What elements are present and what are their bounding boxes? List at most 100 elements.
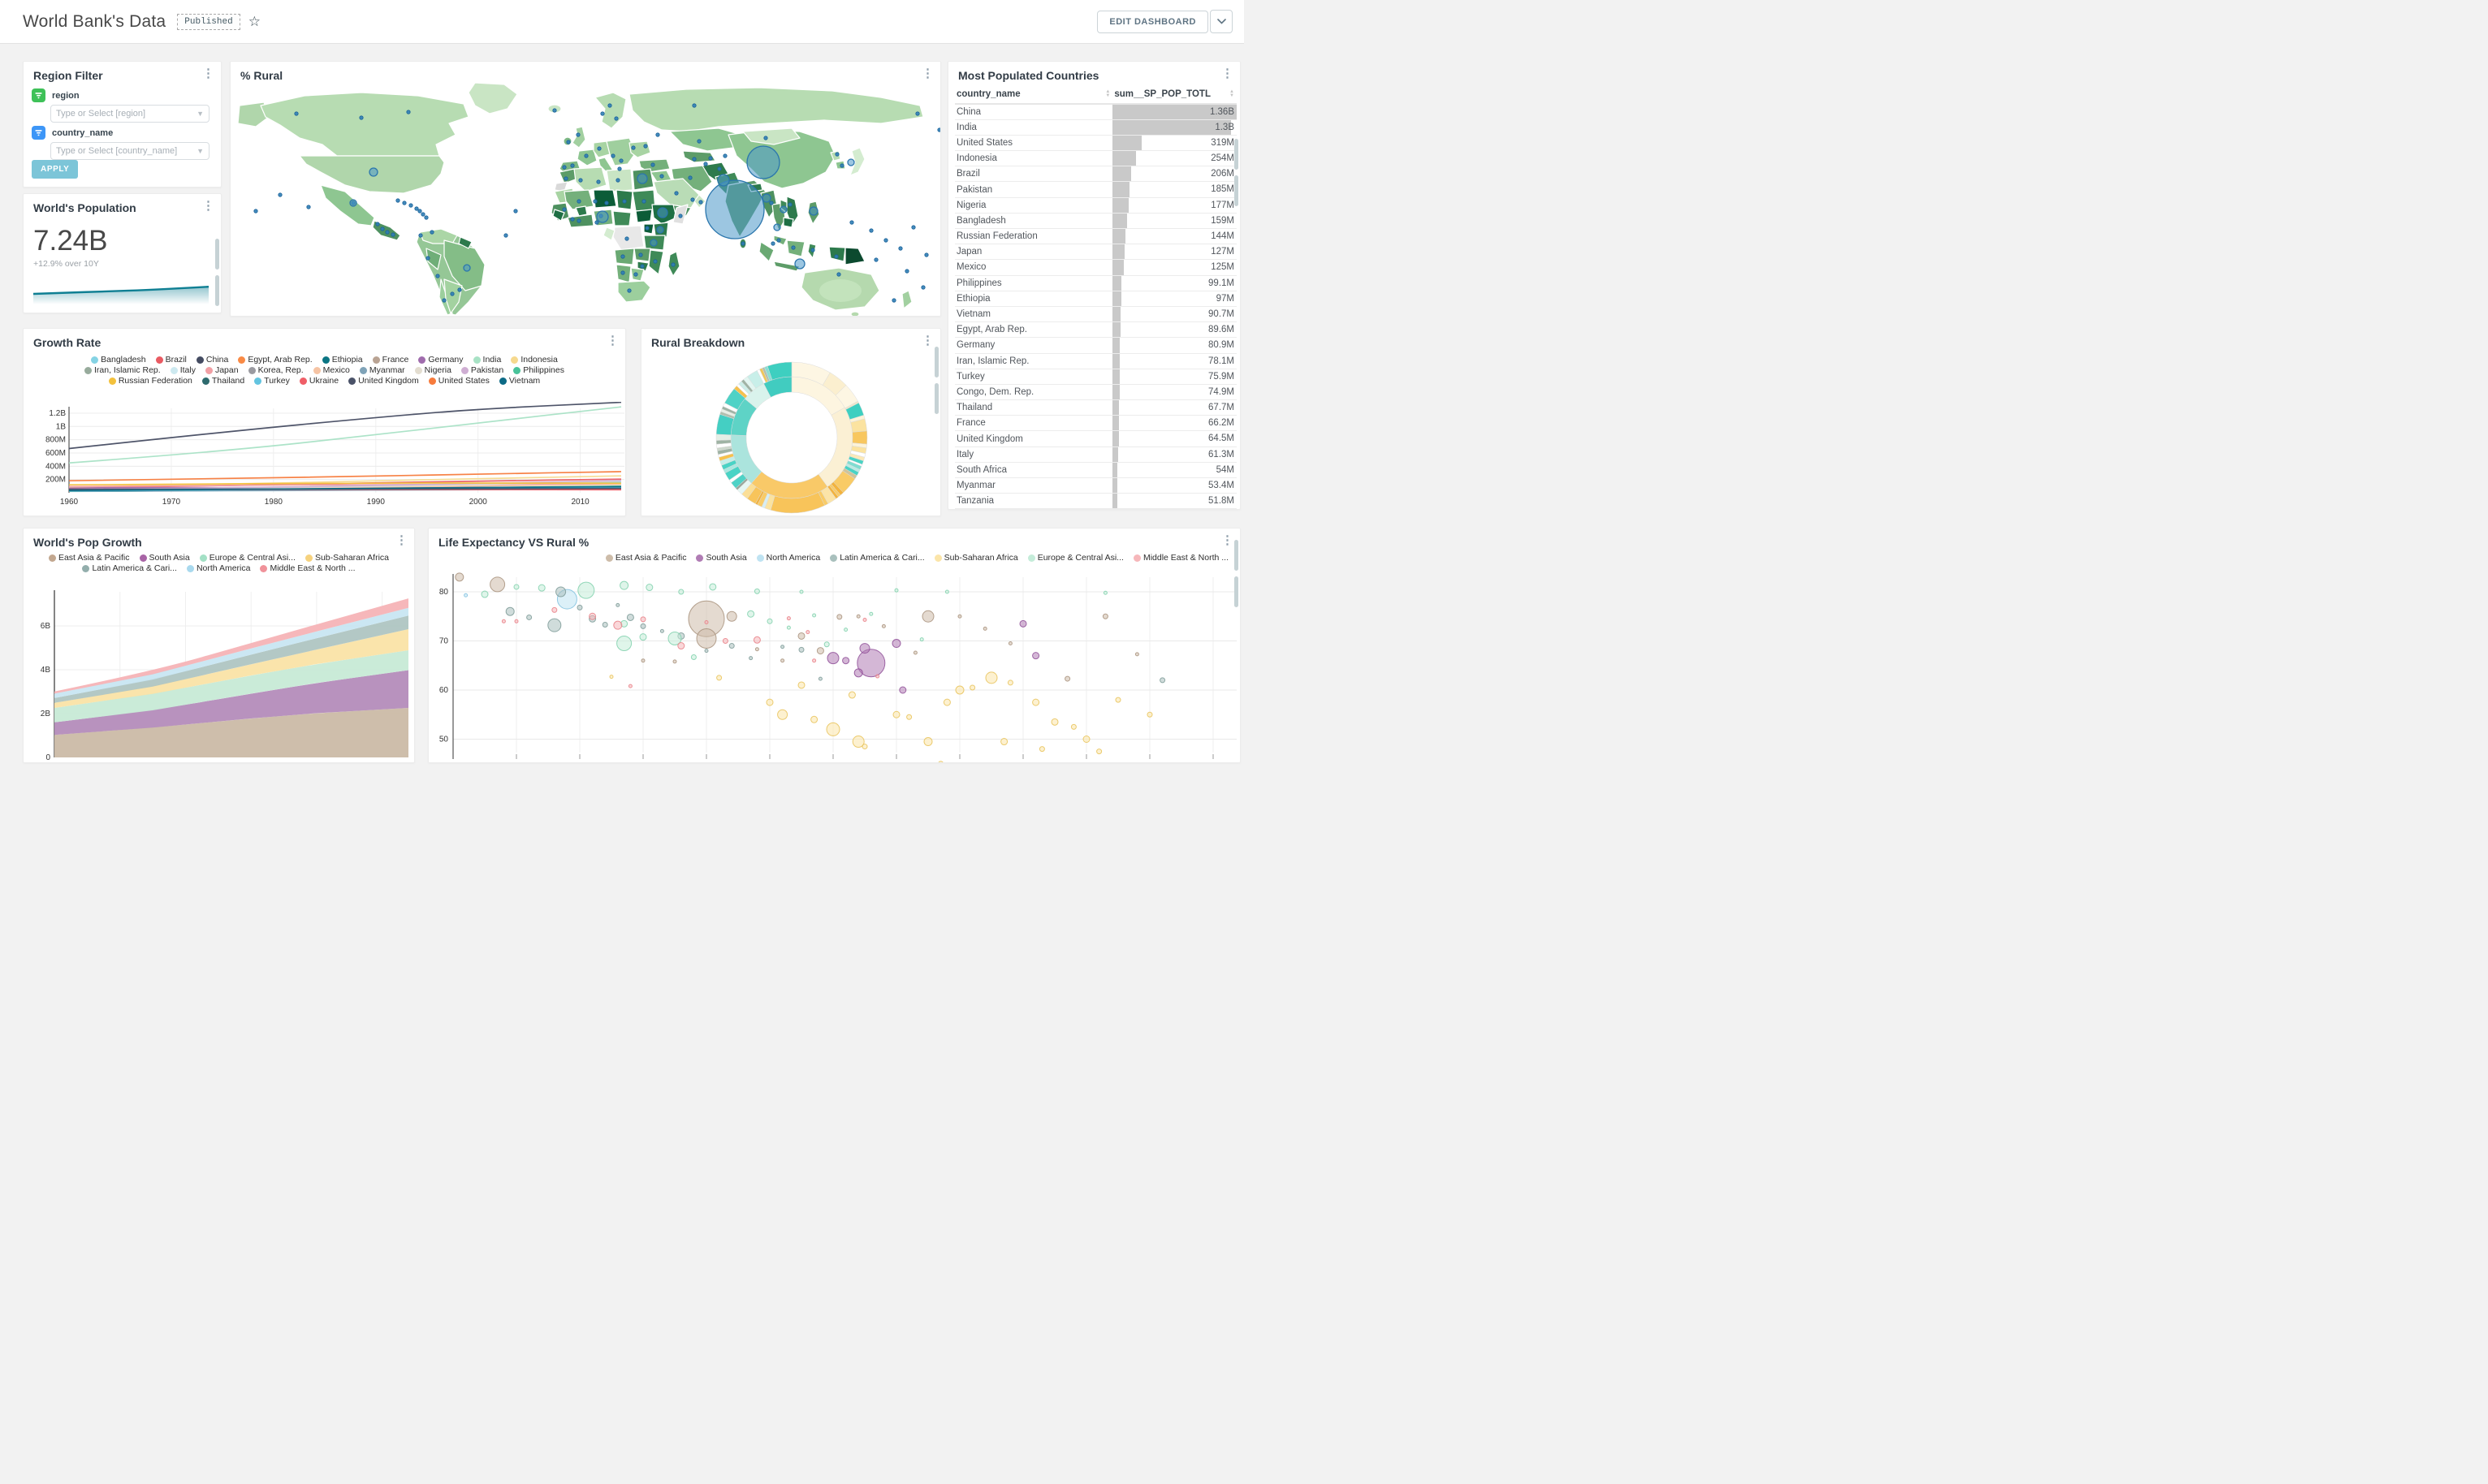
legend-dot-icon [108, 377, 116, 385]
legend-dot-icon [260, 564, 268, 572]
legend-item[interactable]: Germany [418, 355, 464, 365]
resize-handle[interactable] [935, 347, 939, 414]
legend-dot-icon [248, 366, 256, 374]
cell-population: 319M [1112, 135, 1237, 152]
cell-country: Italy [955, 446, 1113, 463]
dashboard-header: World Bank's Data Published ☆ EDIT DASHB… [0, 0, 1244, 44]
kebab-menu-icon[interactable]: ⋮ [607, 334, 619, 347]
legend-dot-icon [511, 356, 519, 364]
legend-label: Latin America & Cari... [92, 563, 177, 573]
world-choropleth-map[interactable] [231, 81, 940, 317]
legend-item[interactable]: Latin America & Cari... [82, 563, 177, 573]
kebab-menu-icon[interactable]: ⋮ [1221, 533, 1233, 547]
kebab-menu-icon[interactable]: ⋮ [202, 67, 214, 80]
legend-item[interactable]: Thailand [201, 376, 244, 386]
legend-item[interactable]: Middle East & North ... [1133, 553, 1229, 563]
legend-item[interactable]: Turkey [254, 376, 290, 386]
life-expectancy-panel: Life Expectancy VS Rural % ⋮ East Asia &… [428, 528, 1241, 763]
cell-population: 54M [1112, 462, 1237, 479]
cell-country: Ethiopia [955, 291, 1113, 307]
cell-country: Pakistan [955, 181, 1113, 198]
apply-filter-button[interactable]: APPLY [32, 160, 79, 179]
resize-handle[interactable] [1234, 540, 1238, 607]
resize-handle[interactable] [215, 239, 219, 306]
legend-item[interactable]: Brazil [155, 355, 187, 365]
legend-item[interactable]: North America [756, 553, 820, 563]
kebab-menu-icon[interactable]: ⋮ [1221, 67, 1233, 80]
legend-item[interactable]: Mexico [313, 365, 350, 375]
svg-text:1.2B: 1.2B [49, 409, 66, 418]
legend-dot-icon [82, 564, 90, 572]
country-select-input[interactable]: Type or Select [country_name] ▼ [50, 142, 209, 160]
legend-item[interactable]: Egypt, Arab Rep. [238, 355, 313, 365]
favorite-star-icon[interactable]: ☆ [248, 13, 261, 29]
legend-item[interactable]: Europe & Central Asi... [1027, 553, 1124, 563]
life-expectancy-scatter-chart: 80 70 60 50 [439, 572, 1237, 762]
legend-item[interactable]: Pakistan [460, 365, 503, 375]
legend-item[interactable]: Myanmar [359, 365, 405, 375]
legend-item[interactable]: Indonesia [511, 355, 558, 365]
svg-text:1970: 1970 [111, 761, 130, 763]
legend-item[interactable]: Nigeria [414, 365, 451, 375]
legend-item[interactable]: Sub-Saharan Africa [934, 553, 1018, 563]
legend-item[interactable]: Sub-Saharan Africa [305, 553, 389, 563]
legend-label: Japan [214, 365, 239, 375]
cell-country: Thailand [955, 399, 1113, 416]
legend-item[interactable]: Vietnam [499, 376, 540, 386]
table-row: United Kingdom 64.5M [955, 430, 1237, 447]
legend-item[interactable]: China [196, 355, 229, 365]
legend-item[interactable]: India [473, 355, 502, 365]
cell-country: United States [955, 135, 1113, 152]
legend-item[interactable]: East Asia & Pacific [48, 553, 130, 563]
resize-handle[interactable] [1234, 139, 1238, 206]
table-row: Bangladesh 159M [955, 213, 1237, 230]
legend-item[interactable]: France [372, 355, 408, 365]
kebab-menu-icon[interactable]: ⋮ [202, 199, 214, 213]
map-population-bubbles [349, 145, 855, 272]
legend-item[interactable]: South Asia [139, 553, 190, 563]
legend-item[interactable]: Ukraine [299, 376, 339, 386]
legend-item[interactable]: East Asia & Pacific [605, 553, 686, 563]
legend-item[interactable]: Philippines [513, 365, 564, 375]
legend-dot-icon [460, 366, 469, 374]
column-header-country[interactable]: country_name ▲ ▼ [955, 86, 1113, 105]
kebab-menu-icon[interactable]: ⋮ [395, 533, 408, 547]
dashboard-actions-menu-button[interactable] [1210, 10, 1233, 33]
published-badge[interactable]: Published [177, 13, 240, 30]
legend-item[interactable]: Latin America & Cari... [830, 553, 925, 563]
kebab-menu-icon[interactable]: ⋮ [922, 67, 934, 80]
region-select-input[interactable]: Type or Select [region] ▼ [50, 105, 209, 123]
legend-item[interactable]: Europe & Central Asi... [199, 553, 296, 563]
legend-dot-icon [201, 377, 209, 385]
legend-item[interactable]: South Asia [696, 553, 747, 563]
cell-population: 125M [1112, 259, 1237, 276]
svg-text:70: 70 [439, 637, 449, 646]
legend-item[interactable]: Korea, Rep. [248, 365, 304, 375]
legend-item[interactable]: North America [186, 563, 250, 573]
legend-item[interactable]: Japan [205, 365, 239, 375]
legend-dot-icon [91, 356, 99, 364]
legend-item[interactable]: United Kingdom [348, 376, 419, 386]
svg-text:1960: 1960 [45, 761, 64, 763]
cell-population: 90.7M [1112, 306, 1237, 323]
legend-item[interactable]: Italy [170, 365, 196, 375]
legend-label: Italy [179, 365, 196, 375]
legend-label: China [205, 355, 229, 365]
cell-population: 53.4M [1112, 477, 1237, 494]
edit-dashboard-button[interactable]: EDIT DASHBOARD [1097, 10, 1208, 33]
legend-item[interactable]: Russian Federation [108, 376, 192, 386]
legend-item[interactable]: United States [428, 376, 490, 386]
kebab-menu-icon[interactable]: ⋮ [922, 334, 934, 347]
cell-country: Russian Federation [955, 228, 1113, 245]
cell-population: 254M [1112, 150, 1237, 167]
legend-item[interactable]: Bangladesh [91, 355, 146, 365]
legend-item[interactable]: Ethiopia [322, 355, 363, 365]
cell-population: 61.3M [1112, 446, 1237, 463]
cell-country: Turkey [955, 369, 1113, 385]
legend-label: India [482, 355, 502, 365]
legend-item[interactable]: Middle East & North ... [260, 563, 356, 573]
panel-title: Growth Rate [33, 336, 102, 349]
growth-line-chart: 1960 1970 1980 1990 2000 2010 1.2B 1B 800M 600M 40… [45, 402, 624, 507]
column-header-population[interactable]: sum__SP_POP_TOTL ▲ ▼ [1112, 86, 1237, 105]
legend-item[interactable]: Iran, Islamic Rep. [84, 365, 161, 375]
